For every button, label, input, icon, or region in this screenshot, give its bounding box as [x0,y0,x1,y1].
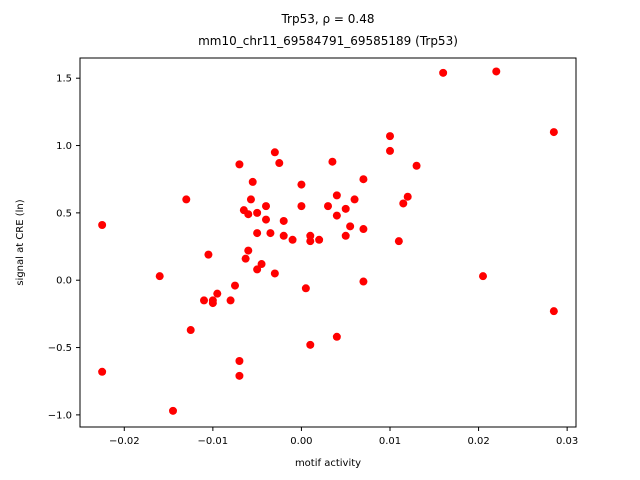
y-axis-label: signal at CRE (ln) [15,199,26,285]
data-point [235,357,244,366]
data-point [244,210,253,219]
data-point [549,307,558,316]
data-point [200,296,208,305]
y-tick-label: 0.5 [56,208,72,219]
y-tick-label: −1.0 [48,410,72,421]
data-point [241,254,250,263]
y-tick-label: −0.5 [48,343,72,354]
data-point [306,231,315,240]
scatter-points [98,67,558,415]
data-point [403,192,412,201]
chart-title-line2: mm10_chr11_69584791_69585189 (Trp53) [198,34,458,48]
data-point [270,269,279,278]
x-tick-label: 0.02 [467,436,489,447]
data-point [235,371,244,380]
x-tick-label: −0.02 [109,436,140,447]
data-point [204,250,213,259]
data-point [332,191,341,200]
data-point [359,277,368,286]
data-point [288,235,297,244]
data-point [386,146,394,155]
data-point [155,272,164,281]
data-point [262,202,270,211]
y-axis-ticks: −1.0 −0.5 0.0 0.5 1.0 1.5 [48,74,80,421]
y-tick-label: 1.0 [56,141,72,152]
x-tick-label: 0.03 [556,436,578,447]
data-point [301,284,310,293]
data-point [208,296,217,305]
x-tick-label: −0.01 [198,436,229,447]
data-point [324,202,332,211]
data-point [275,159,284,168]
data-point [394,237,403,246]
data-point [346,222,355,231]
data-point [359,225,368,234]
data-point [297,180,306,189]
plot-border [79,57,577,428]
data-point [253,229,262,238]
data-point [213,289,222,298]
data-point [549,128,558,137]
data-point [279,231,288,240]
y-tick-label: 0.0 [56,276,72,287]
data-point [244,246,253,255]
data-point [98,220,107,229]
data-point [279,216,288,225]
data-point [386,132,394,141]
data-point [492,67,501,76]
data-point [253,208,262,217]
data-point [169,406,177,415]
data-point [262,215,270,224]
data-point [231,281,239,290]
data-point [98,367,107,376]
data-point [246,195,255,204]
data-point [306,340,315,349]
data-point [359,175,368,184]
data-point [332,332,341,341]
data-point [412,161,421,170]
y-tick-label: 1.5 [56,74,72,85]
data-point [226,296,235,305]
data-point [341,204,350,213]
data-point [270,148,279,157]
data-point [248,177,257,186]
data-point [253,265,262,274]
data-point [235,160,244,169]
data-point [332,211,341,220]
data-point [439,68,448,77]
x-tick-label: 0.00 [290,436,312,447]
x-tick-label: 0.01 [379,436,401,447]
chart-title-line1: Trp53, ρ = 0.48 [280,12,374,26]
x-axis-ticks: −0.02 −0.01 0.00 0.01 0.02 0.03 [109,427,578,447]
data-point [266,229,275,238]
data-point [479,272,487,281]
data-point [399,199,408,208]
data-point [341,231,350,240]
data-point [315,235,324,244]
data-point [182,195,191,204]
data-point [257,260,266,269]
data-point [350,195,359,204]
x-axis-label: motif activity [295,458,361,469]
data-point [186,326,195,335]
data-point [297,202,306,211]
data-point [328,157,337,166]
